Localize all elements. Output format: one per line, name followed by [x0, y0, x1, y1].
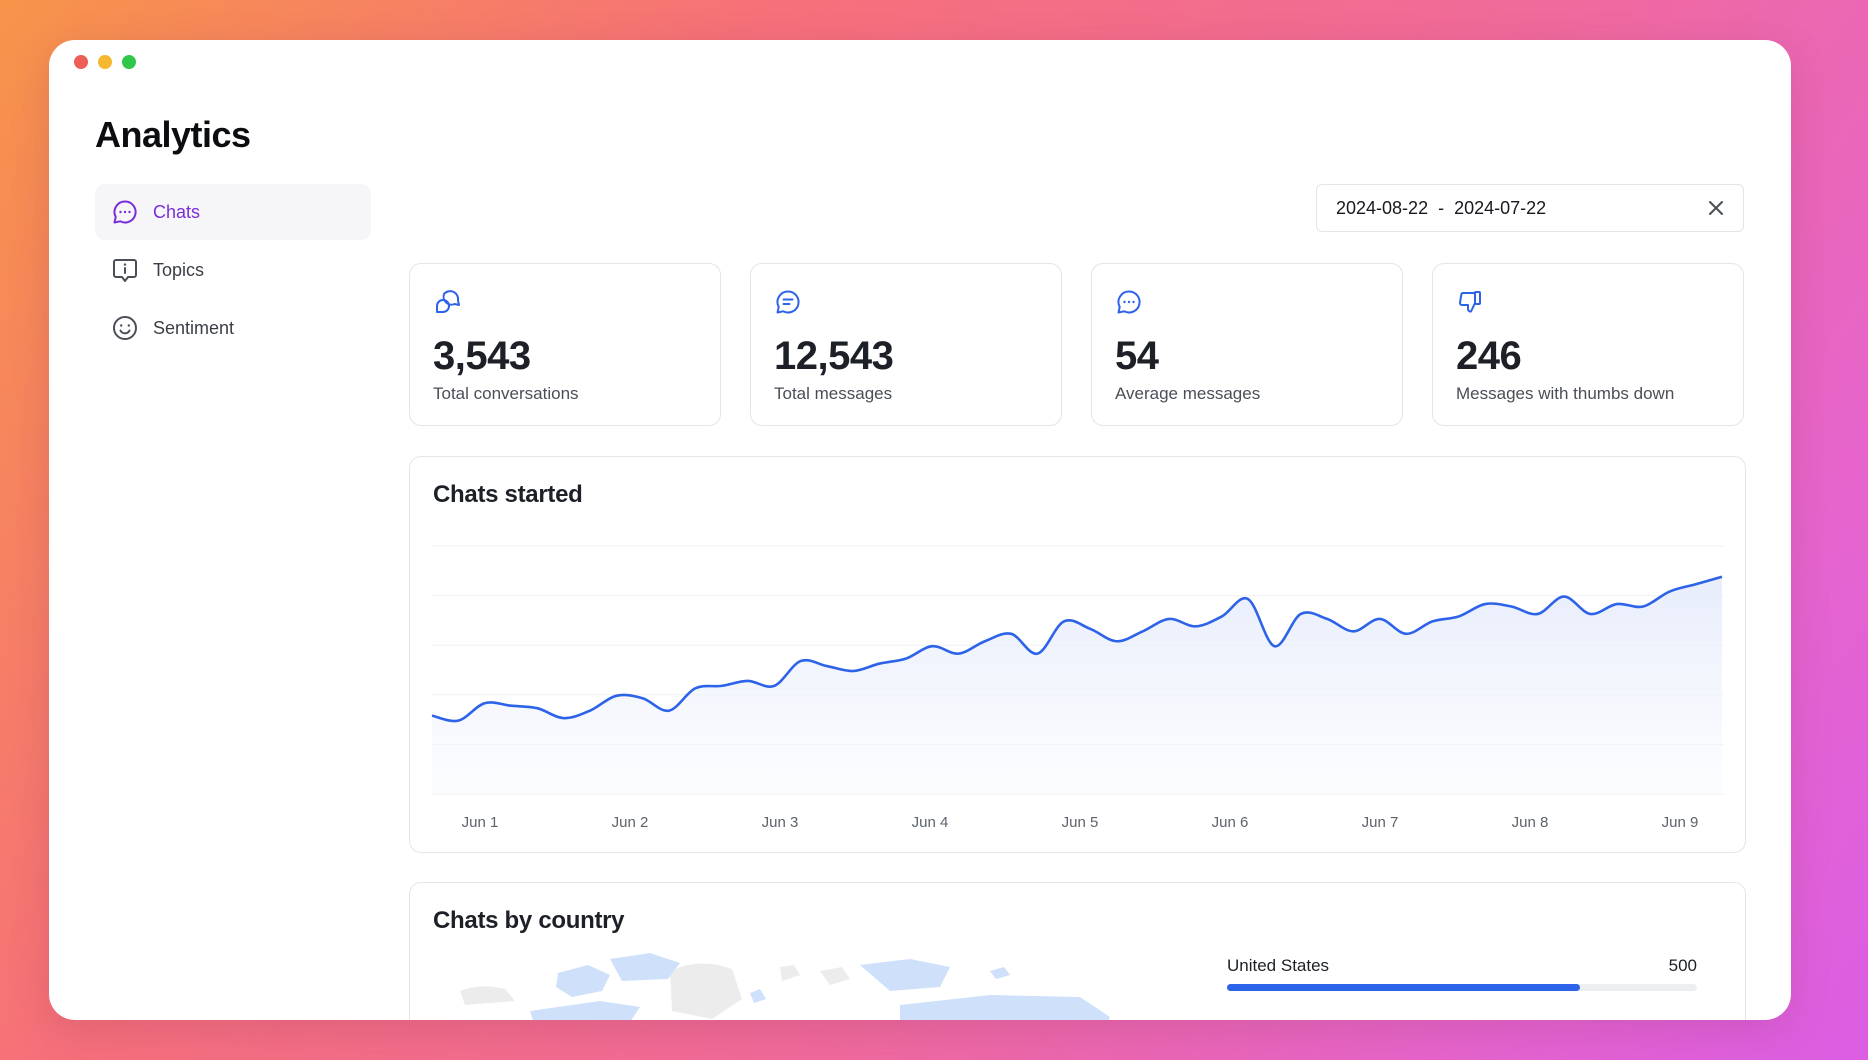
world-map — [460, 953, 1110, 1020]
x-tick-label: Jun 1 — [462, 814, 499, 831]
stat-label: Total messages — [774, 384, 893, 403]
x-tick-label: Jun 5 — [1062, 814, 1099, 831]
stat-value: 54 — [1115, 334, 1159, 378]
close-icon[interactable] — [1705, 197, 1727, 219]
minimize-window-button[interactable] — [98, 55, 112, 69]
date-range-end: 2024-07-22 — [1454, 197, 1547, 218]
sidebar: Chats Topics Sentiment — [95, 184, 371, 358]
stat-label: Average messages — [1115, 384, 1261, 403]
date-range-picker[interactable]: 2024-08-22 - 2024-07-22 — [1316, 184, 1744, 232]
stat-value: 246 — [1456, 334, 1522, 378]
chart-series-line — [431, 575, 1723, 723]
stat-value: 12,543 — [774, 334, 894, 378]
country-name: United States — [1227, 956, 1330, 975]
x-tick-label: Jun 6 — [1212, 814, 1249, 831]
chart-area-fill — [432, 576, 1722, 795]
window-controls — [74, 55, 136, 69]
stat-card-messages: 12,543 Total messages — [750, 263, 1062, 426]
close-window-button[interactable] — [74, 55, 88, 69]
maximize-window-button[interactable] — [122, 55, 136, 69]
stat-label: Total conversations — [433, 384, 579, 403]
smiley-icon — [113, 316, 137, 340]
info-bubble-icon — [113, 259, 137, 282]
stat-value: 3,543 — [433, 334, 531, 378]
chats-by-country-title: Chats by country — [433, 907, 625, 934]
message-dots-icon — [1117, 290, 1141, 314]
sidebar-item-label: Sentiment — [153, 317, 235, 338]
x-tick-label: Jun 7 — [1362, 814, 1399, 831]
sidebar-item-label: Chats — [153, 201, 201, 222]
stat-card-conversations: 3,543 Total conversations — [409, 263, 721, 426]
chats-started-title: Chats started — [433, 481, 583, 508]
thumbs-down-icon — [1459, 291, 1481, 313]
map-landmass-grey — [460, 963, 850, 1019]
sidebar-item-label: Topics — [153, 259, 205, 280]
sidebar-item-chats[interactable]: Chats — [95, 184, 371, 240]
map-landmass-blue — [530, 953, 1110, 1020]
chat-bubble-icon — [113, 200, 137, 224]
country-progress-fill — [1227, 984, 1580, 991]
date-range-start: 2024-08-22 — [1336, 197, 1429, 218]
page-title: Analytics — [95, 114, 251, 155]
stat-label: Messages with thumbs down — [1456, 384, 1675, 403]
x-tick-label: Jun 9 — [1662, 814, 1699, 831]
x-tick-label: Jun 3 — [762, 814, 799, 831]
stat-card-thumbs-down: 246 Messages with thumbs down — [1432, 263, 1744, 426]
date-range-separator: - — [1438, 197, 1445, 218]
x-tick-label: Jun 8 — [1512, 814, 1549, 831]
conversations-icon — [436, 290, 460, 313]
country-count: 500 — [1668, 956, 1697, 975]
chats-started-chart: Jun 1 Jun 2 Jun 3 Jun 4 Jun 5 Jun 6 Jun 7 Jun 8… — [431, 545, 1724, 831]
stats-row: 3,543 Total conversations 12,543 Total m… — [409, 263, 1744, 426]
x-tick-label: Jun 2 — [612, 814, 649, 831]
x-tick-label: Jun 4 — [912, 814, 949, 831]
sidebar-item-sentiment[interactable]: Sentiment — [95, 300, 371, 356]
sidebar-item-topics[interactable]: Topics — [95, 242, 371, 298]
country-progress-track — [1227, 984, 1697, 991]
chats-by-country-panel: Chats by country United States 500 — [409, 882, 1746, 1020]
app-window: Analytics Chats Topics — [49, 40, 1791, 1020]
message-lines-icon — [776, 290, 800, 314]
stat-card-average: 54 Average messages — [1091, 263, 1403, 426]
